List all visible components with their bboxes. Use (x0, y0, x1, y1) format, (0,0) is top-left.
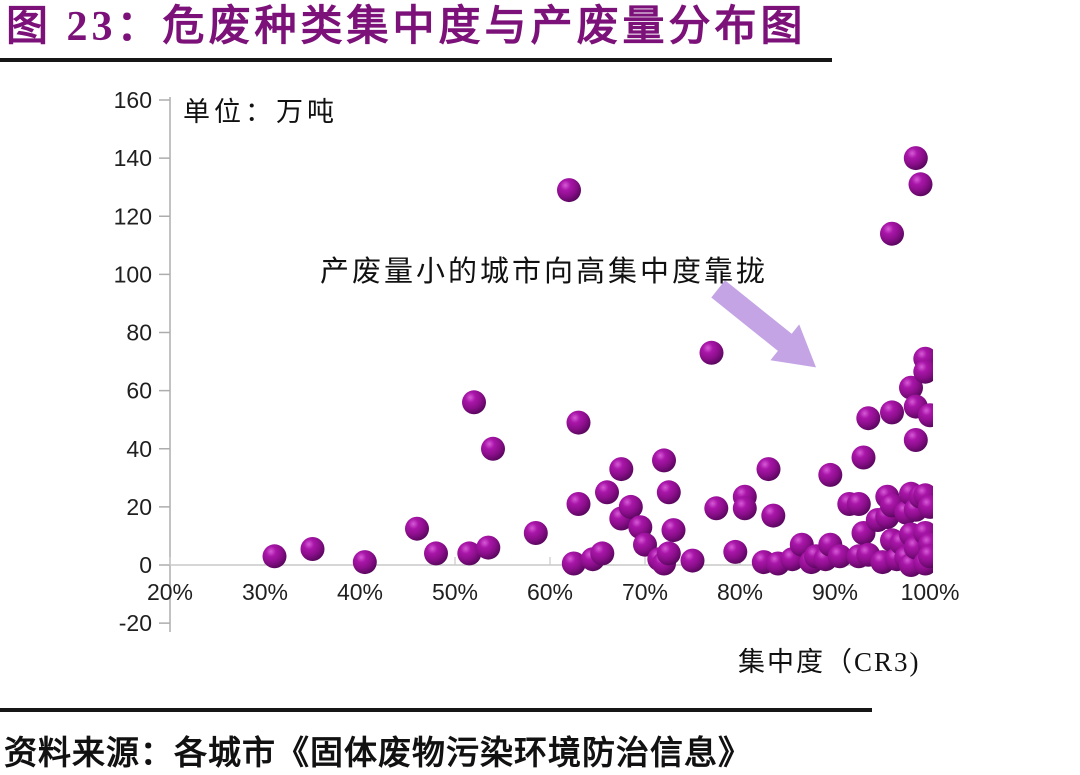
data-point (656, 480, 681, 505)
y-tick-label: 160 (114, 87, 152, 113)
y-tick-label: 140 (114, 145, 152, 171)
data-point (818, 462, 843, 487)
x-tick-label: 60% (527, 579, 573, 605)
data-point (561, 551, 586, 576)
data-point (913, 359, 933, 384)
y-tick-label: 80 (126, 320, 152, 346)
data-point (723, 539, 748, 564)
data-point (903, 428, 928, 452)
y-tick-label: 0 (139, 552, 152, 578)
annotation-arrow (711, 280, 816, 368)
data-point (903, 146, 928, 171)
x-tick-label: 80% (717, 579, 763, 605)
y-tick-label: 60 (126, 378, 152, 404)
data-point (523, 521, 548, 545)
data-point (827, 544, 852, 569)
x-tick-label: 20% (147, 579, 193, 605)
y-tick-label: 40 (126, 436, 152, 462)
data-point (557, 178, 581, 203)
data-point (262, 544, 287, 569)
data-point (880, 221, 904, 246)
figure-title: 图 23：危废种类集中度与产废量分布图 (6, 4, 807, 50)
data-point (846, 492, 871, 516)
data-point (680, 548, 705, 573)
data-point (457, 541, 482, 566)
source-text: 资料来源：各城市《固体废物污染环境防治信息》 (4, 736, 752, 772)
data-point (918, 494, 933, 519)
data-point (908, 172, 933, 197)
data-point (424, 541, 448, 566)
x-tick-label: 40% (337, 579, 383, 605)
data-point (595, 480, 619, 505)
data-point (609, 457, 634, 482)
data-points (262, 146, 933, 577)
data-point (405, 516, 429, 541)
x-tick-label: 90% (812, 579, 858, 605)
data-point (352, 550, 377, 575)
y-tick-label: 100 (114, 261, 152, 287)
data-point (918, 403, 933, 428)
header-divider (0, 58, 832, 62)
data-point (699, 340, 724, 365)
source-line: 资料来源：各城市《固体废物污染环境防治信息》 (4, 726, 752, 774)
data-point (661, 518, 686, 543)
scatter-chart: 160 140 120 100 80 60 40 20 0 -20 20% 30% 40% 50% 60% 7… (0, 62, 1080, 702)
y-tick-label: -20 (119, 610, 152, 636)
data-point (856, 406, 881, 431)
data-point (851, 445, 876, 470)
data-point (880, 400, 904, 425)
x-tick-label: 50% (432, 579, 478, 605)
data-point (899, 375, 923, 400)
data-point (918, 544, 933, 569)
x-tick-label: 100% (901, 579, 960, 605)
data-point (476, 535, 501, 560)
data-point (462, 390, 486, 415)
data-point (618, 494, 643, 519)
data-point (566, 492, 591, 516)
data-point (300, 537, 325, 561)
data-point (481, 436, 505, 461)
data-point (761, 503, 786, 528)
data-point (652, 448, 676, 473)
x-tick-label: 70% (622, 579, 668, 605)
data-point (590, 541, 615, 566)
data-point (732, 496, 757, 521)
data-point (656, 541, 681, 566)
y-tick-label: 20 (126, 494, 152, 520)
data-point (566, 410, 591, 435)
x-tick-label: 30% (242, 579, 288, 605)
data-point (704, 496, 729, 521)
data-point (756, 457, 781, 482)
y-tick-label: 120 (114, 203, 152, 229)
footer-divider (0, 708, 872, 712)
